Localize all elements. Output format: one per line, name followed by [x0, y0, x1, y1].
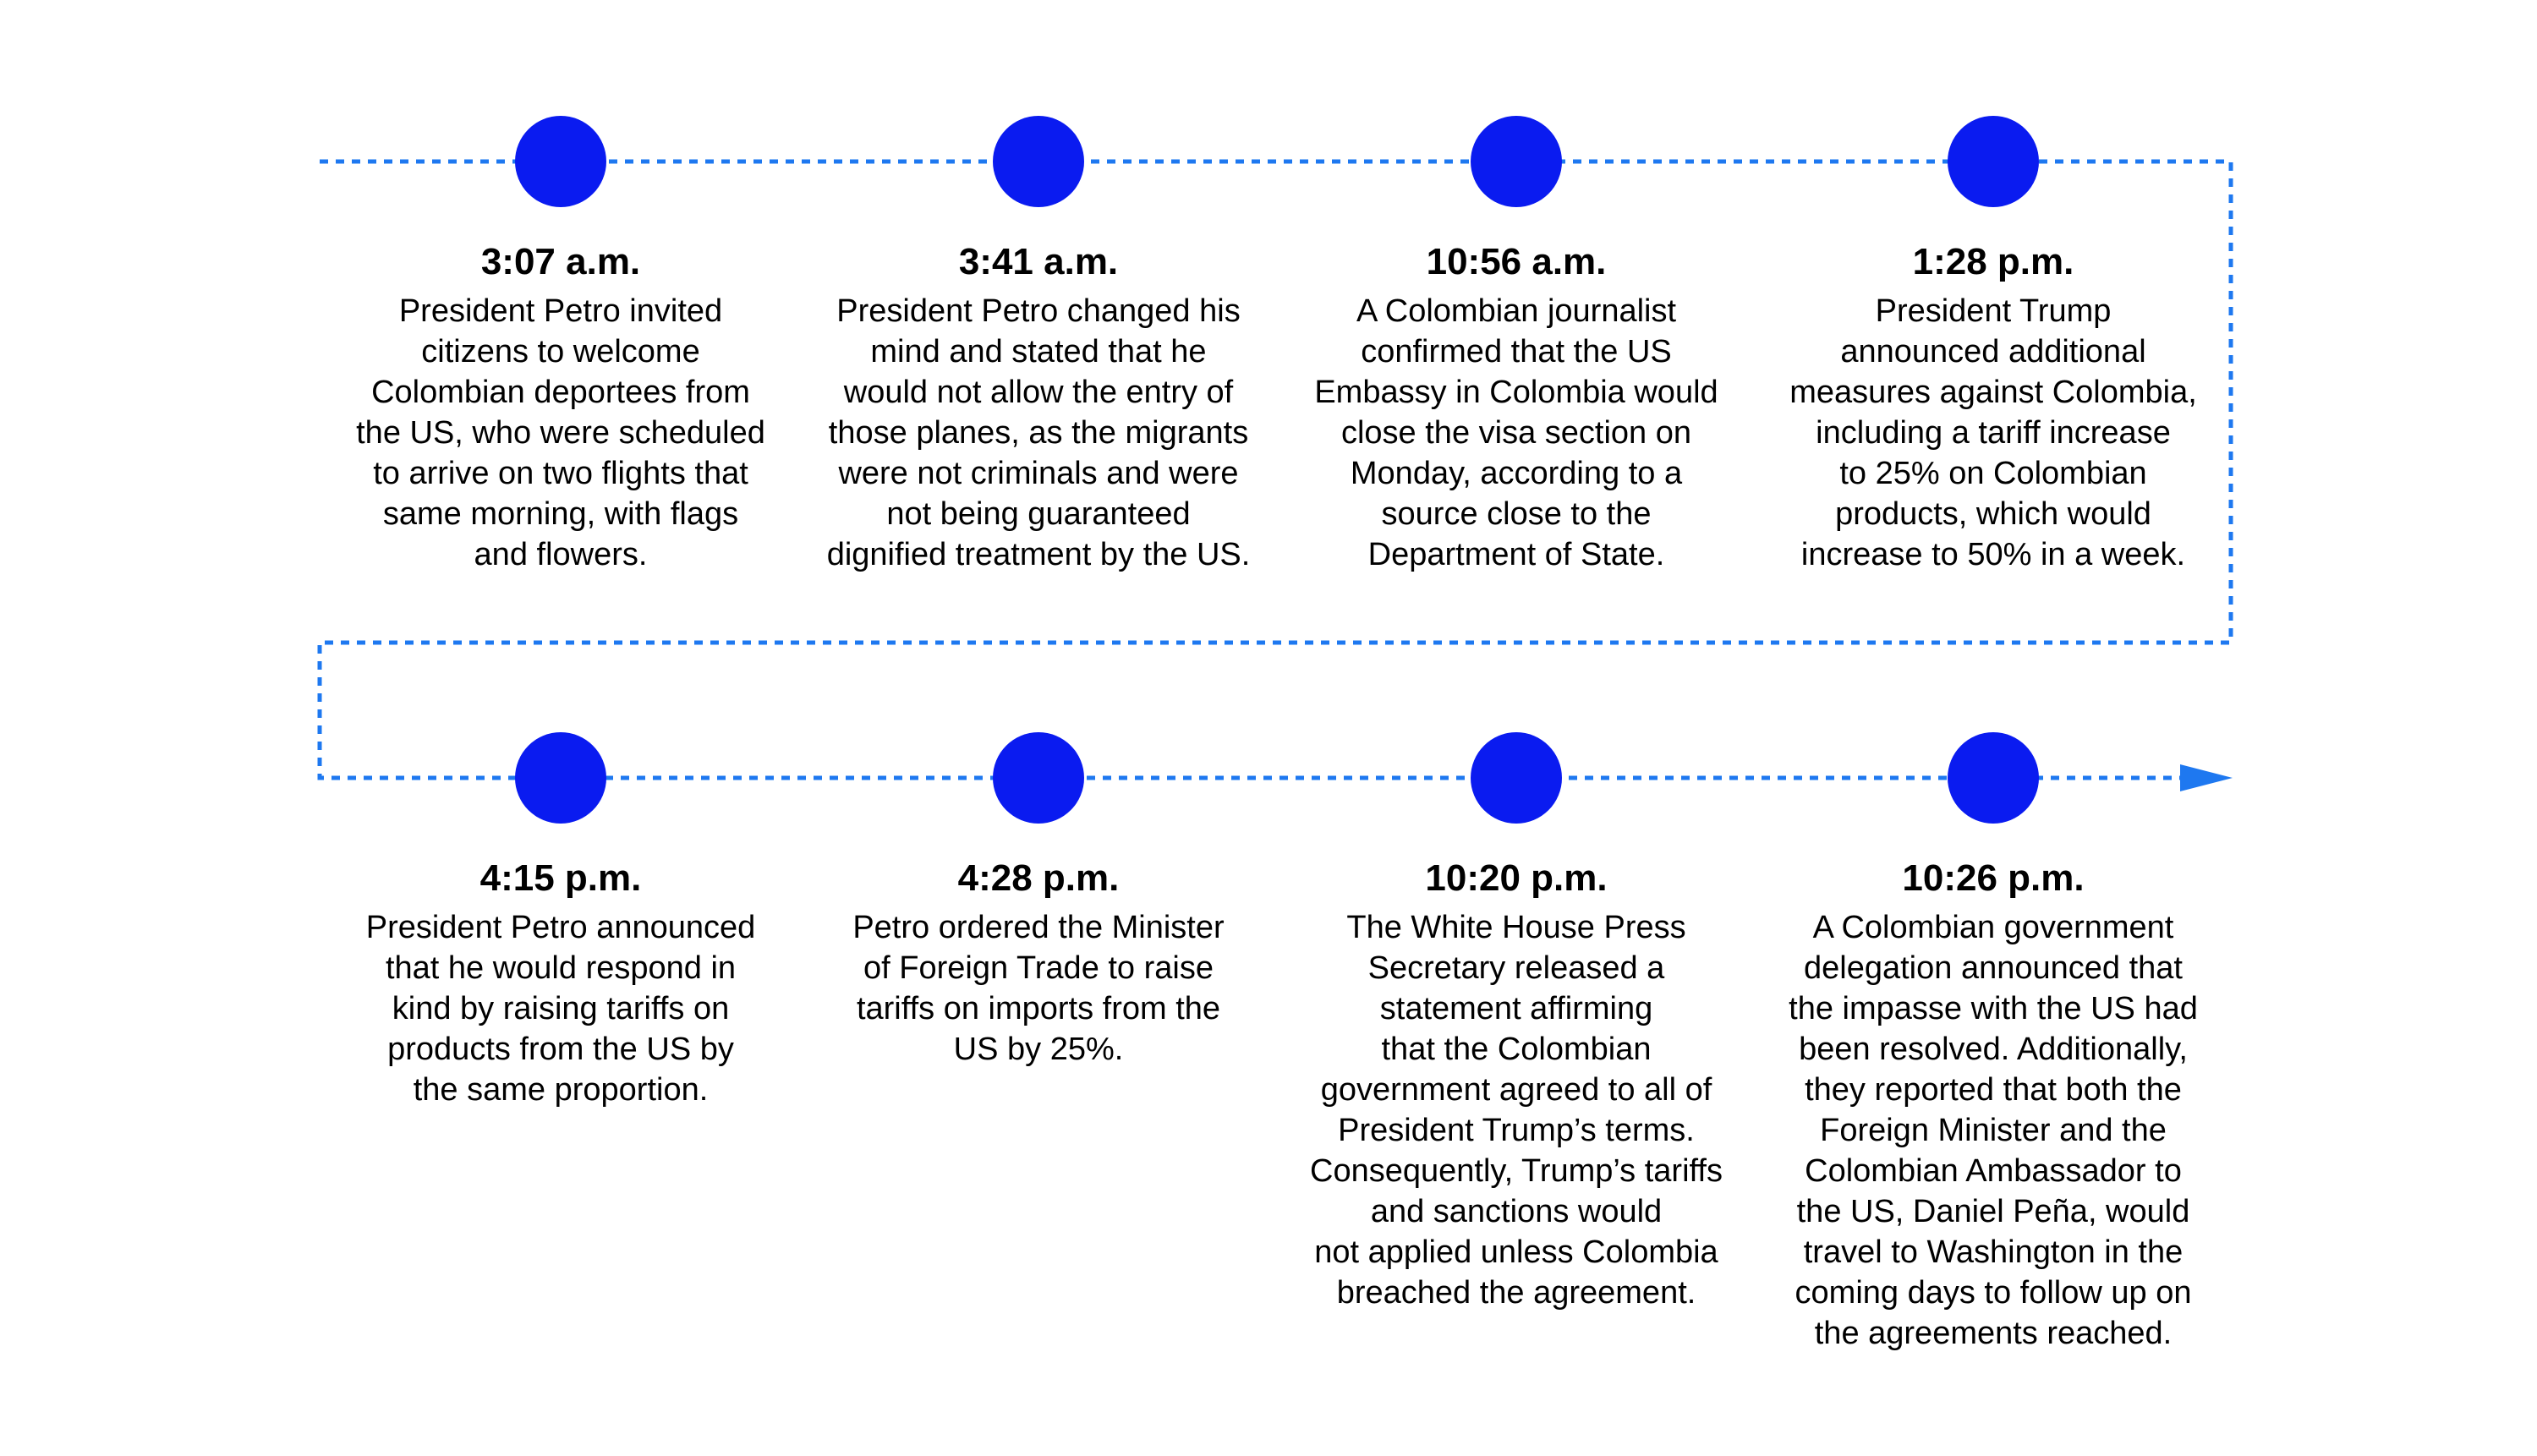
- event-description: President Petro changed his mind and sta…: [826, 293, 1251, 572]
- timeline-marker-dot: [1471, 116, 1562, 207]
- event-10-20pm: 10:20 p.m. The White House Press Secreta…: [1296, 857, 1736, 1313]
- event-description: A Colombian journalist confirmed that th…: [1314, 293, 1718, 572]
- event-3-07am: 3:07 a.m. President Petro invited citize…: [341, 240, 781, 575]
- timeline-marker-dot: [993, 116, 1084, 207]
- event-time: 1:28 p.m.: [1912, 241, 2074, 282]
- event-time: 3:41 a.m.: [958, 241, 1119, 282]
- event-10-56am: 10:56 a.m. A Colombian journalist confir…: [1296, 240, 1736, 575]
- event-3-41am: 3:41 a.m. President Petro changed his mi…: [819, 240, 1258, 575]
- timeline-markers: [515, 116, 2039, 824]
- event-time: 4:15 p.m.: [479, 857, 642, 899]
- event-time: 4:28 p.m.: [957, 857, 1120, 899]
- event-4-28pm: 4:28 p.m. Petro ordered the Minister of …: [819, 857, 1258, 1070]
- event-10-26pm: 10:26 p.m. A Colombian government delega…: [1773, 857, 2213, 1354]
- timeline-marker-dot: [515, 116, 606, 207]
- timeline-marker-dot: [515, 732, 606, 824]
- event-description: President Petro invited citizens to welc…: [356, 293, 765, 572]
- timeline-connector-path: [317, 159, 2233, 791]
- dotted-connector-line: [317, 159, 2233, 780]
- event-description: Petro ordered the Minister of Foreign Tr…: [852, 910, 1225, 1067]
- event-time: 10:56 a.m.: [1426, 241, 1607, 282]
- event-description: President Trump announced additional mea…: [1789, 293, 2197, 572]
- event-description: President Petro announced that he would …: [365, 910, 756, 1108]
- event-description: A Colombian government delegation announ…: [1789, 910, 2198, 1351]
- event-time: 10:26 p.m.: [1902, 857, 2085, 899]
- event-description: The White House Press Secretary released…: [1310, 910, 1723, 1311]
- timeline-marker-dot: [993, 732, 1084, 824]
- event-time: 10:20 p.m.: [1425, 857, 1608, 899]
- event-time: 3:07 a.m.: [480, 241, 641, 282]
- timeline-marker-dot: [1471, 732, 1562, 824]
- timeline-marker-dot: [1948, 116, 2039, 207]
- arrow-head-icon: [2180, 764, 2233, 791]
- event-4-15pm: 4:15 p.m. President Petro announced that…: [341, 857, 781, 1110]
- timeline-marker-dot: [1948, 732, 2039, 824]
- event-1-28pm: 1:28 p.m. President Trump announced addi…: [1773, 240, 2213, 575]
